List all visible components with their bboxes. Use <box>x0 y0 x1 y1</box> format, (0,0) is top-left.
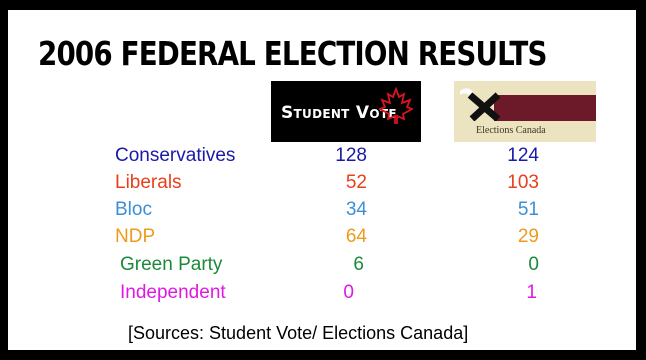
elections-canada-seats: 103 <box>507 172 539 193</box>
student-vote-logo-text: Student Vote <box>281 103 397 123</box>
elections-canada-seats: 29 <box>517 226 539 247</box>
party-name: Bloc <box>115 199 152 220</box>
ballot-x-icon <box>460 88 501 121</box>
party-name: Conservatives <box>115 145 236 166</box>
elections-canada-seats: 124 <box>507 145 539 166</box>
table-row: Green Party 6 0 <box>8 254 636 278</box>
elections-canada-logo-band <box>494 95 596 121</box>
maple-leaf-icon <box>379 87 413 124</box>
table-row: Bloc 34 51 <box>8 199 636 223</box>
page-title: 2006 FEDERAL ELECTION RESULTS <box>38 34 547 73</box>
student-vote-seats: 64 <box>345 226 367 247</box>
table-row: Conservatives 128 124 <box>8 145 636 169</box>
elections-canada-seats: 51 <box>517 199 539 220</box>
party-name: Green Party <box>120 254 223 275</box>
student-vote-seats: 128 <box>335 145 367 166</box>
student-vote-seats: 34 <box>345 199 367 220</box>
elections-canada-logo-text: Elections Canada <box>476 125 546 136</box>
student-vote-seats: 0 <box>343 282 354 303</box>
sources-note: [Sources: Student Vote/ Elections Canada… <box>128 323 469 343</box>
party-name: Liberals <box>115 172 182 193</box>
elections-canada-seats: 1 <box>526 282 537 303</box>
party-name: Independent <box>120 282 226 303</box>
elections-canada-logo: Elections Canada <box>454 81 596 142</box>
table-row: Liberals 52 103 <box>8 172 636 196</box>
student-vote-seats: 52 <box>345 172 367 193</box>
student-vote-seats: 6 <box>353 254 364 275</box>
student-vote-logo: Student Vote <box>271 81 421 142</box>
table-row: Independent 0 1 <box>8 282 636 306</box>
table-row: NDP 64 29 <box>8 226 636 250</box>
results-panel: 2006 FEDERAL ELECTION RESULTS Student Vo… <box>8 10 636 350</box>
party-name: NDP <box>115 226 156 247</box>
elections-canada-seats: 0 <box>528 254 539 275</box>
